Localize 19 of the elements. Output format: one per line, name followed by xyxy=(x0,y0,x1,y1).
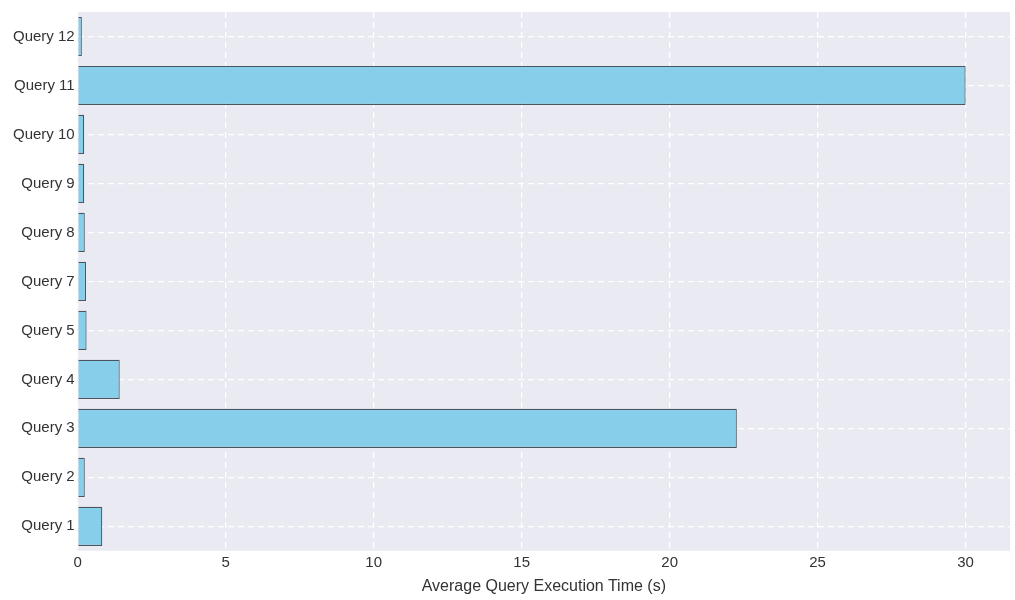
y-tick-label: Query 11 xyxy=(14,75,75,93)
y-tick-label: Query 2 xyxy=(21,467,75,485)
x-tick-label: 5 xyxy=(221,552,230,570)
x-tick-label: 15 xyxy=(513,552,530,570)
x-tick-label: 25 xyxy=(809,552,826,570)
x-tick-label: 0 xyxy=(73,552,82,570)
y-tick-label: Query 1 xyxy=(21,516,75,534)
y-tick-label: Query 7 xyxy=(21,271,75,289)
y-tick-label: Query 9 xyxy=(21,173,75,191)
y-tick-label: Query 8 xyxy=(21,222,75,240)
y-tick-label: Query 4 xyxy=(21,369,75,387)
y-tick-label: Query 12 xyxy=(13,26,75,44)
x-tick-label: 10 xyxy=(365,552,383,570)
x-axis-title: Average Query Execution Time (s) xyxy=(421,576,666,594)
y-tick-label: Query 3 xyxy=(21,418,75,436)
y-tick-label: Query 5 xyxy=(21,320,75,338)
x-tick-label: 30 xyxy=(957,552,974,570)
y-tick-label: Query 10 xyxy=(13,124,75,142)
x-tick-label: 20 xyxy=(661,552,678,570)
